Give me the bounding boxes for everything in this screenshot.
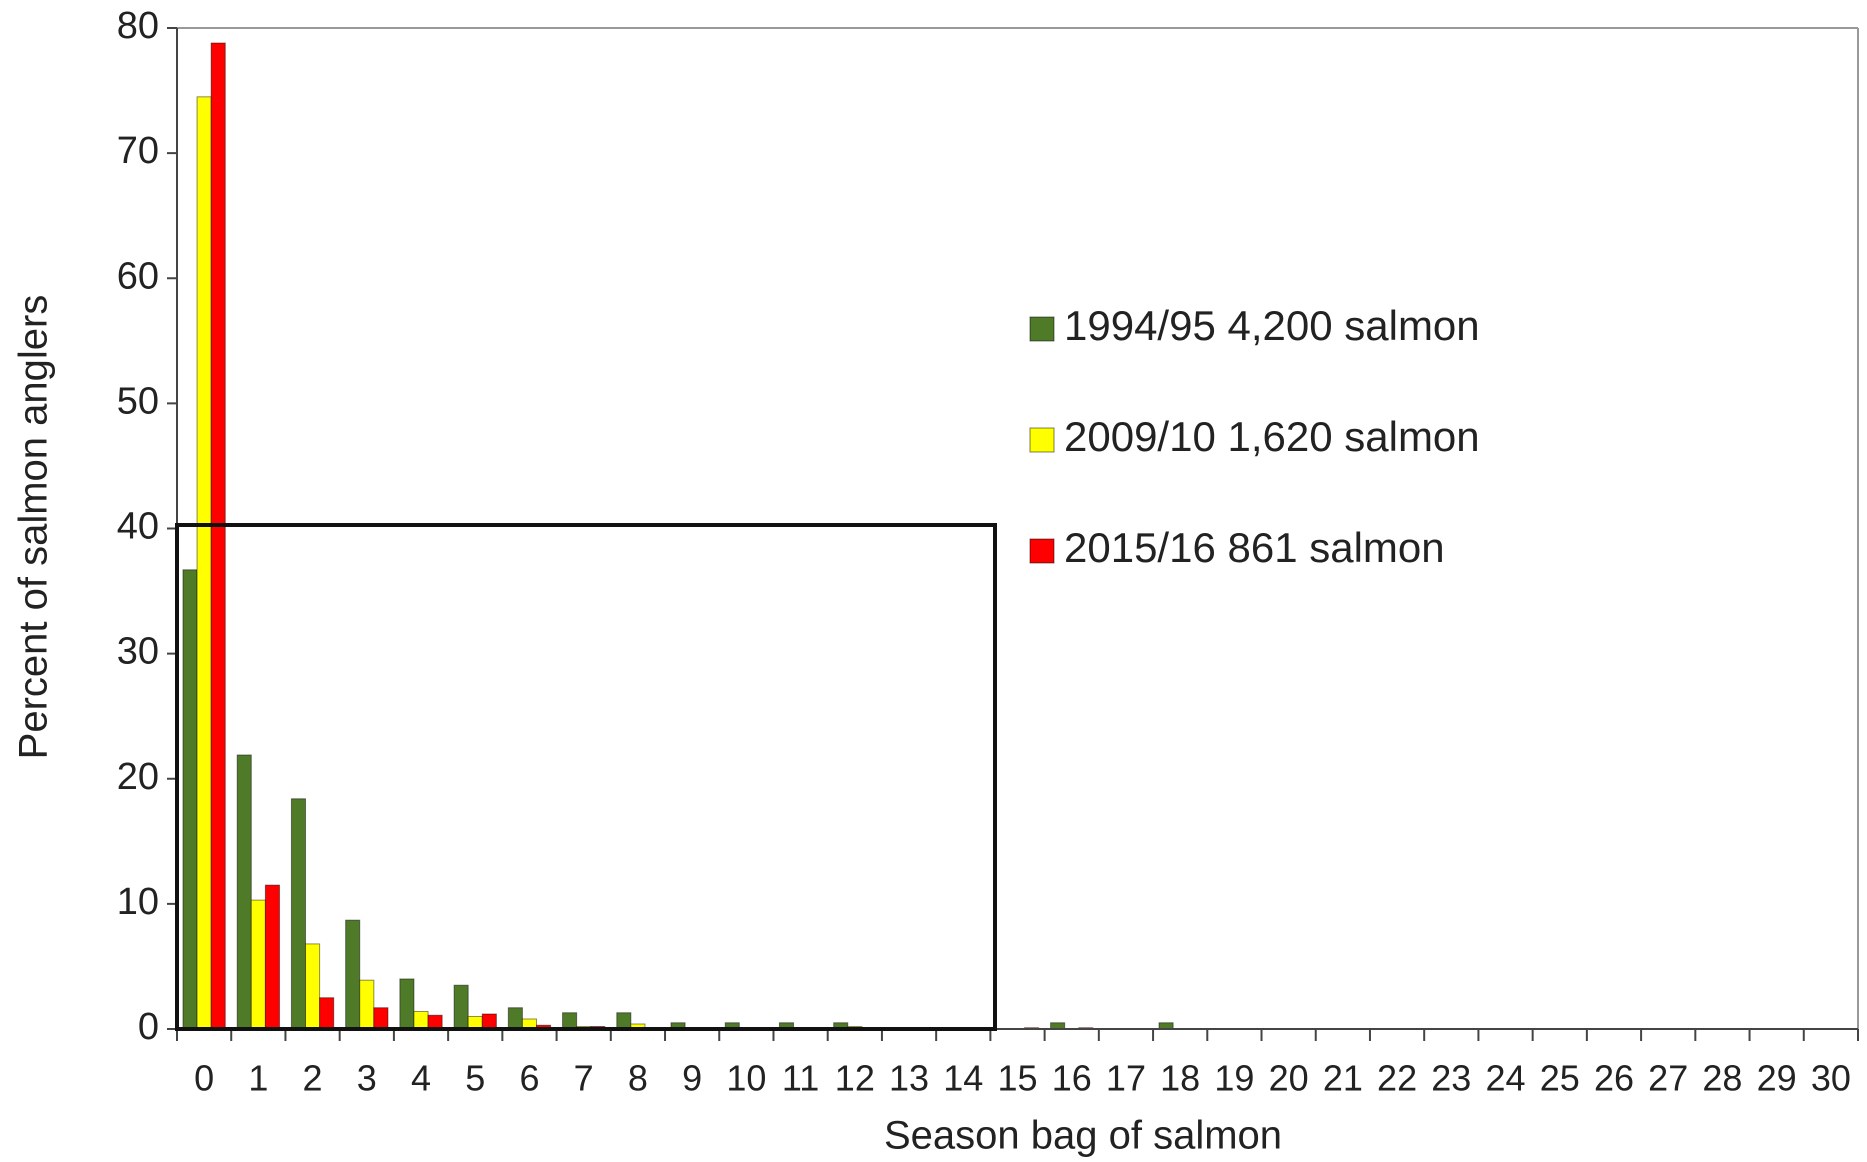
y-tick-label: 70 <box>117 130 159 172</box>
bar <box>616 1012 632 1030</box>
x-tick-label: 18 <box>1160 1058 1200 1099</box>
legend-label: 1994/95 4,200 salmon <box>1064 302 1480 349</box>
x-tick-label: 3 <box>357 1058 377 1099</box>
bar <box>345 919 361 1030</box>
y-tick-label: 80 <box>117 5 159 47</box>
bar <box>196 96 212 1030</box>
bar <box>453 984 469 1030</box>
x-tick-label: 22 <box>1377 1058 1417 1099</box>
x-tick-label: 2 <box>303 1058 323 1099</box>
bar <box>399 978 415 1030</box>
x-tick-label: 1 <box>248 1058 268 1099</box>
x-tick-label: 30 <box>1811 1058 1851 1099</box>
highlight-box <box>175 523 997 1031</box>
y-tick-label: 20 <box>117 756 159 798</box>
x-tick-label: 4 <box>411 1058 431 1099</box>
bar <box>359 979 375 1030</box>
x-tick-label: 25 <box>1540 1058 1580 1099</box>
x-tick-label: 12 <box>835 1058 875 1099</box>
x-tick-label: 6 <box>519 1058 539 1099</box>
bar <box>264 884 280 1030</box>
y-tick-label: 50 <box>117 380 159 422</box>
x-tick-label: 8 <box>628 1058 648 1099</box>
x-tick-label: 27 <box>1648 1058 1688 1099</box>
x-axis-label: Season bag of salmon <box>884 1114 1282 1158</box>
bar <box>562 1012 578 1030</box>
x-tick-label: 13 <box>889 1058 929 1099</box>
y-axis-label: Percent of salmon anglers <box>12 295 56 760</box>
bar <box>507 1007 523 1030</box>
bar <box>236 754 252 1030</box>
x-tick-label: 26 <box>1594 1058 1634 1099</box>
x-tick-label: 7 <box>574 1058 594 1099</box>
bar <box>182 569 198 1030</box>
x-tick-label: 15 <box>997 1058 1037 1099</box>
bar <box>481 1013 497 1030</box>
x-tick-label: 9 <box>682 1058 702 1099</box>
y-tick-label: 60 <box>117 255 159 297</box>
bar <box>250 899 266 1030</box>
x-tick-label: 28 <box>1702 1058 1742 1099</box>
x-tick-label: 16 <box>1052 1058 1092 1099</box>
legend-marker <box>1029 316 1055 342</box>
y-tick-label: 40 <box>117 506 159 548</box>
y-tick-label: 0 <box>138 1006 159 1048</box>
x-tick-label: 20 <box>1269 1058 1309 1099</box>
bar <box>373 1007 389 1030</box>
x-tick-label: 14 <box>943 1058 983 1099</box>
x-tick-label: 23 <box>1431 1058 1471 1099</box>
legend-marker <box>1029 538 1055 564</box>
x-tick-label: 24 <box>1486 1058 1526 1099</box>
bar <box>319 997 335 1030</box>
bar <box>290 798 307 1030</box>
x-tick-label: 21 <box>1323 1058 1363 1099</box>
legend-label: 2015/16 861 salmon <box>1064 524 1445 571</box>
y-tick-label: 10 <box>117 881 159 923</box>
x-tick-label: 29 <box>1757 1058 1797 1099</box>
bar <box>305 943 321 1030</box>
bar <box>210 42 226 1030</box>
bar <box>427 1014 443 1030</box>
x-tick-label: 17 <box>1106 1058 1146 1099</box>
bar <box>413 1010 429 1030</box>
y-tick-label: 30 <box>117 631 159 673</box>
x-tick-label: 11 <box>782 1058 819 1099</box>
legend-marker <box>1029 427 1055 453</box>
x-tick-label: 0 <box>194 1058 214 1099</box>
x-tick-label: 10 <box>726 1058 766 1099</box>
x-tick-label: 5 <box>465 1058 485 1099</box>
legend-label: 2009/10 1,620 salmon <box>1064 413 1480 460</box>
x-tick-label: 19 <box>1214 1058 1254 1099</box>
